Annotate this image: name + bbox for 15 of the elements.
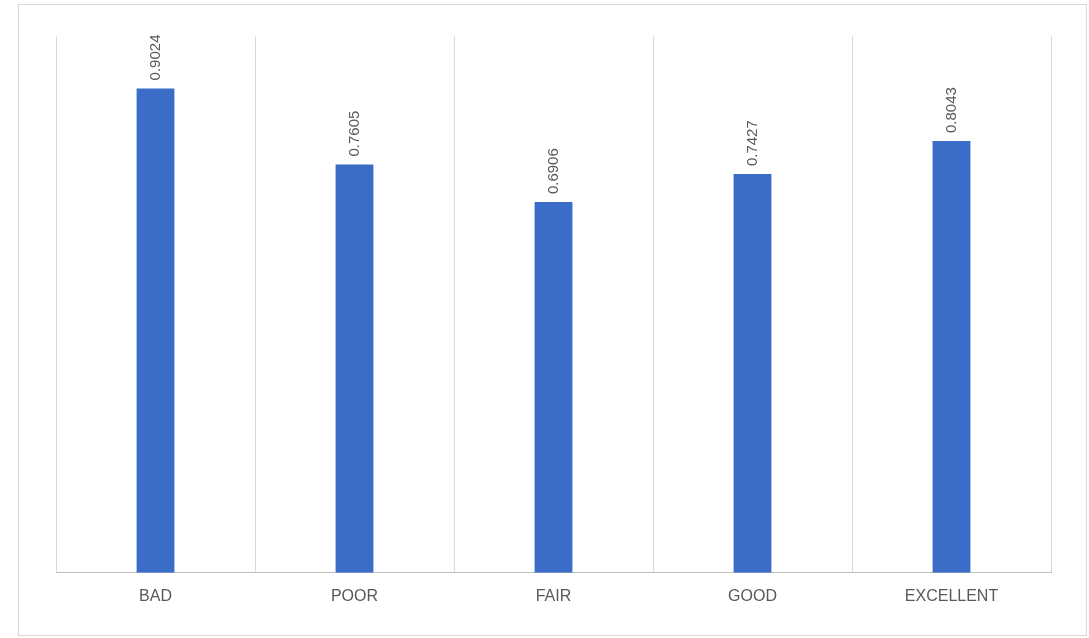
data-label: 0.7605 xyxy=(344,110,362,157)
data-label: 0.7427 xyxy=(742,120,760,167)
x-tick-label: BAD xyxy=(139,586,172,604)
x-tick-label: GOOD xyxy=(728,586,777,604)
bar xyxy=(335,164,374,573)
x-tick-label: FAIR xyxy=(535,586,572,604)
x-tick-label: EXCELLENT xyxy=(904,586,999,604)
bar xyxy=(932,141,971,573)
data-label: 0.6906 xyxy=(543,148,561,195)
data-label: 0.9024 xyxy=(145,34,163,81)
bar xyxy=(733,174,772,573)
bar xyxy=(534,202,573,573)
data-label: 0.8043 xyxy=(941,87,959,134)
bar xyxy=(136,88,175,573)
x-tick-label: POOR xyxy=(330,586,379,604)
